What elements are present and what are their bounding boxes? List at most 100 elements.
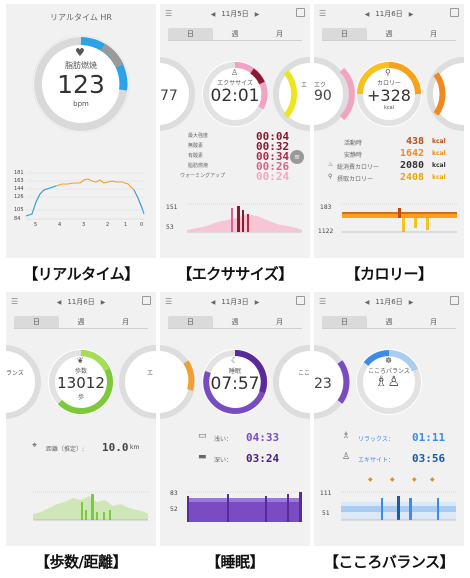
- event-marker-icon: ◆: [368, 476, 373, 483]
- tab-week[interactable]: 週: [366, 28, 412, 41]
- date-bar: ☰ ◀ 11月6日 ▶: [314, 4, 464, 24]
- distance-value: 10.0: [102, 441, 129, 454]
- tab-week[interactable]: 週: [212, 28, 258, 41]
- date-bar: ☰ ◀ 11月5日 ▶: [160, 4, 310, 24]
- sleep-value: 07:57: [210, 374, 260, 394]
- tab-day[interactable]: 日: [14, 316, 59, 329]
- event-marker-icon: ◆: [430, 476, 435, 483]
- calendar-icon[interactable]: [450, 296, 459, 305]
- menu-icon[interactable]: ☰: [11, 297, 19, 306]
- tab-day[interactable]: 日: [168, 316, 213, 329]
- prev-day-button[interactable]: ◀: [364, 298, 370, 306]
- steps-ring: [6, 345, 156, 419]
- prev-day-button[interactable]: ◀: [364, 10, 370, 18]
- realtime-chart: 181 163 144 126 105 84 5 4 3 2 1 0: [14, 170, 148, 228]
- tab-day[interactable]: 日: [322, 316, 367, 329]
- exercise-label: エクササイズ: [217, 80, 253, 87]
- fork-knife-icon: ⚲: [385, 68, 391, 77]
- heart-rate-line: [26, 172, 145, 220]
- tab-month[interactable]: 月: [411, 28, 457, 41]
- exercise-ring: [160, 57, 310, 131]
- calendar-icon[interactable]: [296, 296, 305, 305]
- tab-month[interactable]: 月: [257, 28, 303, 41]
- calorie-value: +328: [367, 86, 411, 105]
- steps-chart: [33, 491, 148, 521]
- y-tick: 144: [14, 186, 24, 192]
- prev-day-button[interactable]: ◀: [210, 10, 216, 18]
- prev-day-button[interactable]: ◀: [56, 298, 62, 306]
- menu-icon[interactable]: ☰: [165, 9, 173, 18]
- row-value: 2080: [400, 160, 425, 171]
- footprint-icon: ❦: [77, 356, 84, 365]
- tab-week[interactable]: 週: [212, 316, 258, 329]
- realtime-title: リアルタイム HR: [50, 13, 112, 22]
- next-day-button[interactable]: ▶: [408, 298, 414, 306]
- date-label: 11月3日: [221, 298, 249, 306]
- x-tick: 0: [140, 222, 144, 228]
- row-label: 活動時: [344, 140, 363, 147]
- tab-week[interactable]: 週: [366, 316, 412, 329]
- menu-icon[interactable]: ☰: [165, 297, 173, 306]
- balance-chart: [341, 491, 456, 521]
- calorie-ring: [314, 57, 464, 131]
- row-unit: kcal: [432, 138, 446, 145]
- row-value: 00:26: [256, 160, 290, 173]
- balance-figures-icon: ♗♙: [375, 374, 401, 390]
- relax-value: 01:11: [412, 431, 446, 444]
- scroll-handle[interactable]: ≡: [290, 150, 304, 164]
- event-marker-icon: ◆: [412, 476, 417, 483]
- next-day-button[interactable]: ▶: [254, 10, 260, 18]
- next-day-button[interactable]: ▶: [408, 10, 414, 18]
- moon-icon: ☾: [231, 356, 239, 365]
- period-tabs: 日 週 月: [322, 316, 457, 329]
- x-tick: 4: [58, 222, 62, 228]
- sleep-chart: [187, 491, 302, 522]
- menu-icon[interactable]: ☰: [319, 9, 327, 18]
- row-label: 無酸素: [188, 143, 204, 149]
- row-unit: kcal: [432, 174, 446, 181]
- right-peek-label: こころ: [298, 370, 310, 377]
- excite-value: 03:56: [412, 452, 446, 465]
- row-label: 最大強度: [188, 133, 209, 139]
- tab-day[interactable]: 日: [322, 28, 367, 41]
- row-label: ウォーミングアップ: [180, 173, 226, 179]
- caption-balance: 【こころバランス】: [323, 553, 455, 571]
- row-value: 00:24: [256, 170, 290, 183]
- calendar-icon[interactable]: [296, 8, 305, 17]
- runner-icon: ♙: [231, 68, 239, 77]
- y-top: 151: [166, 204, 178, 211]
- tab-week[interactable]: 週: [58, 316, 104, 329]
- balance-ring: [314, 345, 422, 419]
- y-top: 111: [320, 490, 332, 497]
- period-tabs: 日 週 月: [14, 316, 149, 329]
- date-label: 11月5日: [221, 10, 249, 18]
- x-tick: 3: [82, 222, 86, 228]
- right-peek-label: エ: [147, 370, 154, 377]
- row-label: 有酸素: [188, 153, 204, 159]
- date-bar: ☰ ◀ 11月6日 ▶: [6, 292, 156, 312]
- excite-icon: ♙: [342, 452, 351, 462]
- realtime-unit: bpm: [73, 100, 89, 108]
- tab-month[interactable]: 月: [257, 316, 303, 329]
- deep-sleep-value: 03:24: [246, 452, 280, 465]
- panel-calorie: ☰ ◀ 11月6日 ▶ 日 週 月 エク 90 ⚲ カロリー +328 kcal…: [314, 4, 464, 258]
- realtime-value: 123: [57, 70, 105, 99]
- row-label: 脂肪燃焼: [188, 163, 209, 169]
- date-label: 11月6日: [375, 298, 403, 306]
- fork-knife-icon: ⚲: [328, 173, 333, 180]
- period-tabs: 日 週 月: [322, 28, 457, 41]
- calendar-icon[interactable]: [450, 8, 459, 17]
- next-day-button[interactable]: ▶: [100, 298, 106, 306]
- x-tick: 5: [34, 222, 38, 228]
- row-value: 00:34: [256, 150, 290, 163]
- caption-sleep: 【睡眠】: [205, 553, 265, 571]
- heart-icon: ♥: [75, 46, 85, 59]
- tab-day[interactable]: 日: [168, 28, 213, 41]
- menu-icon[interactable]: ☰: [319, 297, 327, 306]
- tab-month[interactable]: 月: [103, 316, 149, 329]
- next-day-button[interactable]: ▶: [254, 298, 260, 306]
- tab-month[interactable]: 月: [411, 316, 457, 329]
- sleep-ring: [160, 345, 310, 419]
- prev-day-button[interactable]: ◀: [210, 298, 216, 306]
- calendar-icon[interactable]: [142, 296, 151, 305]
